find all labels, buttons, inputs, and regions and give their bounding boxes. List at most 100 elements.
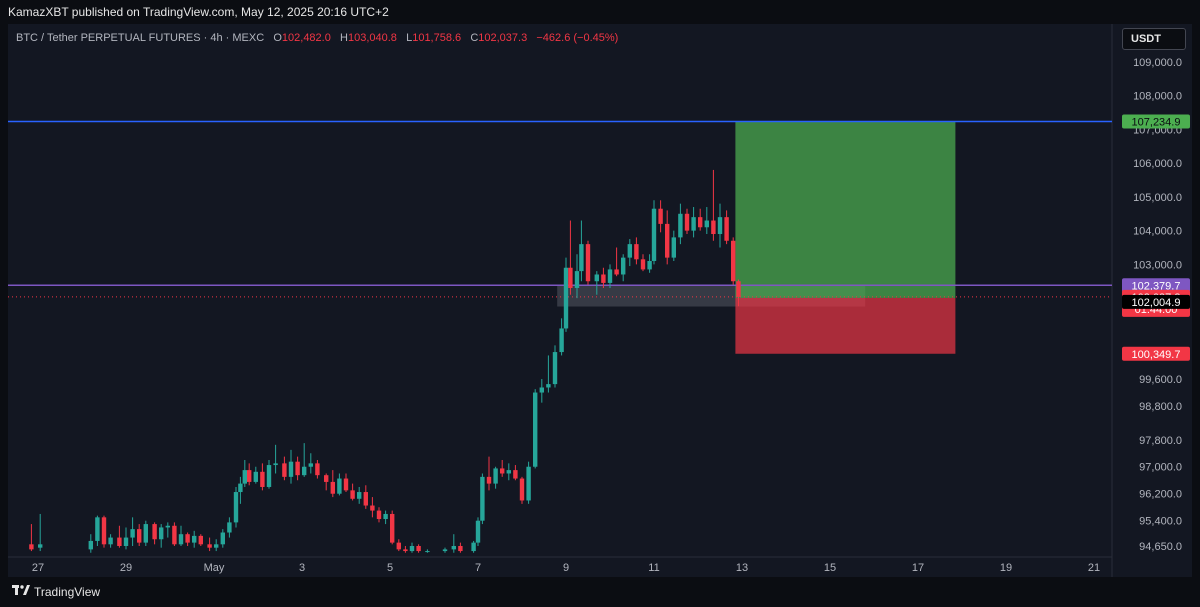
candle-body: [137, 529, 142, 543]
candle: [253, 466, 258, 484]
candle: [282, 456, 287, 481]
candle: [302, 443, 307, 477]
x-tick-label: May: [204, 562, 225, 574]
candle-body: [698, 217, 703, 228]
candle-body: [302, 466, 307, 476]
candle: [425, 549, 430, 553]
candle: [288, 449, 294, 484]
candle-body: [724, 217, 729, 241]
candle: [370, 497, 375, 518]
candle-body: [684, 213, 690, 231]
x-tick-label: 15: [824, 562, 836, 574]
y-tick-label: 97,000.0: [1139, 462, 1182, 474]
candle: [247, 463, 252, 486]
x-tick-label: 29: [120, 562, 132, 574]
candle: [242, 459, 247, 487]
candle-body: [130, 529, 135, 538]
y-tick-label: 98,800.0: [1139, 401, 1182, 413]
candle: [471, 540, 476, 553]
position-entry-tag-label: 102,004.9: [1132, 297, 1181, 309]
high-value: 103,040.8: [347, 32, 397, 44]
candle: [579, 220, 584, 282]
candle: [295, 456, 300, 481]
tradingview-logo-icon[interactable]: [12, 585, 30, 599]
x-tick-label: 19: [1000, 562, 1012, 574]
entry-tag: [1122, 278, 1190, 293]
candle: [601, 267, 606, 288]
candle-body: [178, 534, 184, 545]
candle-body: [486, 476, 492, 484]
candle-body: [38, 544, 43, 548]
candle-body: [717, 217, 723, 235]
candle: [451, 534, 456, 553]
chart-area[interactable]: 109,000.0 108,000.0 107,000.0 106,000.0 105,…: [8, 24, 1192, 577]
candle-body: [253, 471, 258, 482]
candle-body: [601, 274, 606, 283]
candle: [383, 510, 388, 525]
candle: [330, 470, 335, 498]
candle: [585, 240, 591, 285]
candle-body: [350, 490, 355, 499]
candle: [207, 537, 212, 552]
open-value: 102,482.0: [281, 32, 331, 44]
candle: [546, 355, 551, 393]
candle: [416, 544, 421, 553]
candle: [266, 459, 272, 489]
candle: [172, 522, 177, 546]
candle: [198, 534, 203, 546]
x-tick-label: 21: [1088, 562, 1100, 574]
candle-body: [574, 271, 580, 288]
x-tick-label: 11: [648, 562, 659, 574]
candle-body: [711, 220, 716, 235]
candle-body: [647, 260, 652, 270]
candle-body: [552, 352, 558, 385]
candle: [539, 379, 544, 403]
candle: [260, 463, 265, 491]
candle: [178, 525, 184, 546]
candle-body: [614, 269, 619, 275]
brand-name[interactable]: TradingView: [34, 585, 101, 599]
candle-body: [634, 244, 639, 260]
candle-body: [678, 213, 683, 238]
candle: [214, 539, 219, 552]
candle: [350, 483, 355, 501]
symbol-title: BTC / Tether PERPETUAL FUTURES · 4h · ME…: [16, 32, 265, 44]
candle: [486, 456, 492, 491]
stop-tag-label: 100,349.7: [1132, 349, 1181, 361]
candle-body: [563, 267, 569, 329]
candle: [658, 200, 663, 233]
candlestick-chart[interactable]: 109,000.0108,000.0107,000.0106,000.0105,…: [8, 24, 1192, 577]
candle: [526, 461, 531, 504]
candle: [101, 515, 107, 548]
candle-body: [273, 463, 278, 466]
y-tick-label: 109,000.0: [1133, 57, 1182, 69]
candle: [403, 546, 408, 553]
candle: [614, 247, 619, 277]
y-tick-label: 108,000.0: [1133, 91, 1182, 103]
candle: [594, 271, 599, 295]
candle-body: [559, 328, 564, 353]
candle-body: [376, 510, 382, 520]
candle-body: [539, 387, 544, 393]
candle-body: [658, 208, 663, 224]
candle: [220, 529, 225, 548]
candle: [717, 203, 723, 248]
candle: [458, 542, 463, 553]
candle-body: [736, 281, 741, 297]
candle-body: [238, 483, 243, 493]
candle: [704, 207, 709, 235]
candle-body: [295, 461, 300, 476]
candle: [442, 547, 448, 553]
price-change: −462.6 (−0.45%): [536, 32, 619, 44]
currency-button[interactable]: USDT: [1122, 28, 1186, 50]
candle-body: [95, 517, 100, 541]
candle-body: [526, 466, 531, 501]
candle-body: [282, 463, 287, 477]
candle-body: [260, 471, 265, 487]
published-text: KamazXBT published on TradingView.com, M…: [8, 5, 389, 19]
candle: [533, 389, 538, 469]
candle-body: [363, 492, 368, 506]
candle: [238, 476, 243, 504]
candle: [363, 485, 368, 509]
candle: [227, 517, 232, 538]
